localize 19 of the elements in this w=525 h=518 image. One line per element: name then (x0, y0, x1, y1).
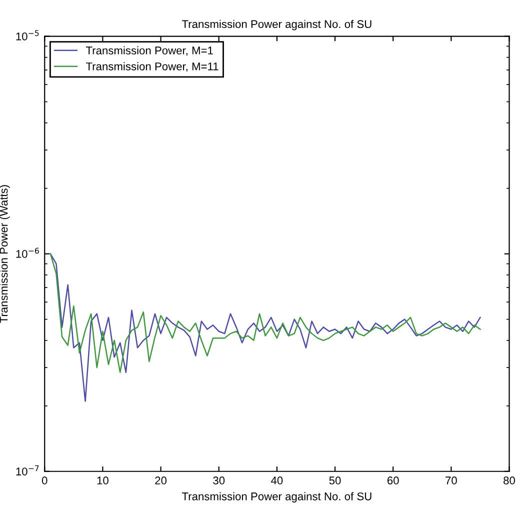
legend-label: Transmission Power, M=11 (86, 62, 218, 72)
chart-title: Transmission Power against No. of SU (182, 20, 372, 30)
line-series (50, 253, 481, 374)
y-tick-label: 10$^{−7}$ (16, 465, 39, 476)
x-tick-label: 70 (446, 476, 457, 484)
x-tick-label: 0 (42, 476, 48, 484)
y-tick-label: 10$^{−6}$ (16, 248, 39, 258)
line-series (50, 253, 481, 402)
x-tick-label: 30 (213, 476, 225, 484)
x-axis-title: Transmission Power against No. of SU (182, 492, 372, 503)
y-tick-label: 10$^{−5}$ (16, 30, 39, 40)
legend-label: Transmission Power, M=1 (86, 46, 213, 56)
y-axis-title: Transmission Power (Watts) (0, 185, 10, 323)
x-tick-label: 60 (387, 476, 399, 484)
x-tick-label: 20 (155, 476, 167, 484)
x-tick-label: 80 (504, 476, 515, 484)
x-tick-label: 40 (271, 476, 283, 484)
x-tick-label: 10 (97, 476, 108, 484)
x-tick-label: 50 (329, 476, 341, 484)
